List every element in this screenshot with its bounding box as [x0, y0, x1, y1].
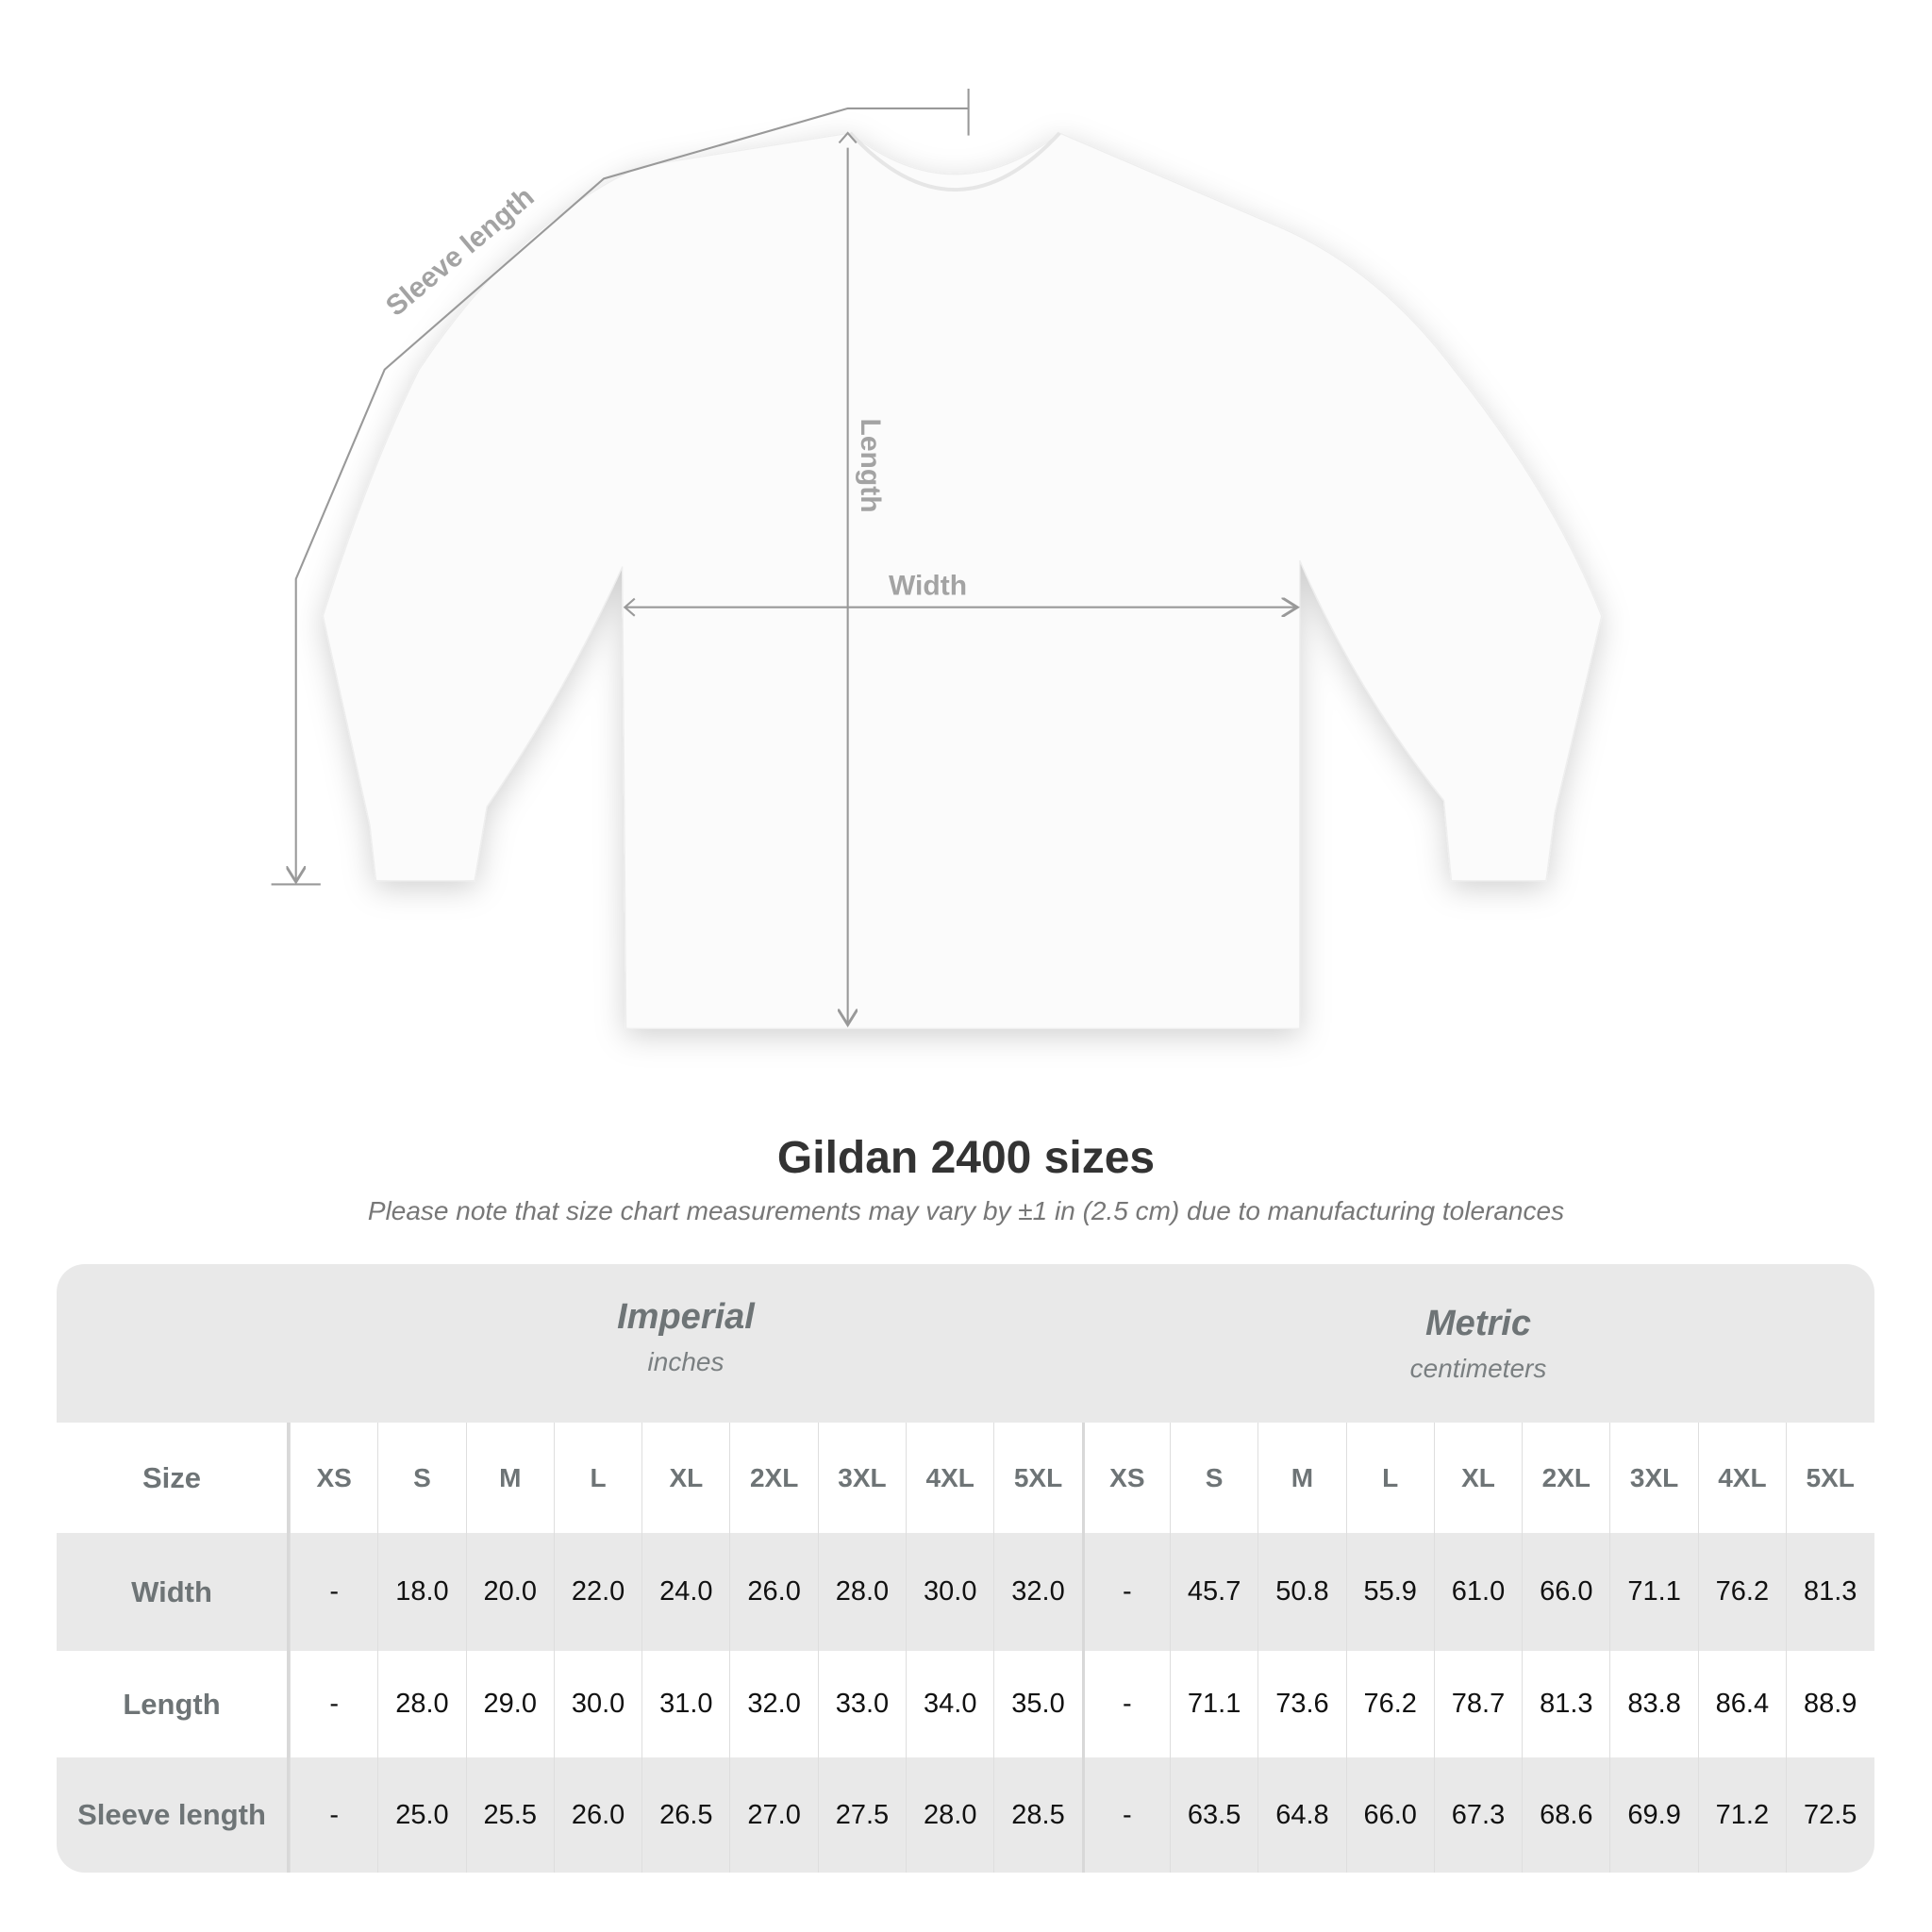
- collar: [848, 131, 1061, 192]
- metric-value-cell: -: [1081, 1757, 1170, 1873]
- metric-value-cell: 72.5: [1786, 1757, 1874, 1873]
- long-sleeve-shirt: [322, 132, 1603, 1029]
- imperial-size-header: 2XL: [729, 1423, 817, 1533]
- imperial-value-cell: 29.0: [465, 1651, 554, 1757]
- metric-unit: centimeters: [1409, 1354, 1547, 1383]
- metric-value-cell: 66.0: [1345, 1757, 1434, 1873]
- metric-title: Metric: [1425, 1304, 1531, 1343]
- metric-value-cell: 83.8: [1609, 1651, 1697, 1757]
- metric-value-cell: 63.5: [1169, 1757, 1257, 1873]
- imperial-value-cell: 26.0: [553, 1757, 641, 1873]
- metric-value-cell: -: [1081, 1651, 1170, 1757]
- metric-value-cell: 45.7: [1169, 1533, 1257, 1651]
- size-label: Size: [57, 1423, 290, 1533]
- measurement-lines: [271, 89, 1298, 1024]
- metric-size-header: 3XL: [1609, 1423, 1697, 1533]
- imperial-value-cell: 28.5: [993, 1757, 1081, 1873]
- metric-size-header: XL: [1433, 1423, 1522, 1533]
- table-row: Length -28.0 29.0 30.0 31.0 32.0 33.0 34.0 35.0-…: [57, 1651, 1874, 1757]
- metric-size-header: XS: [1081, 1423, 1170, 1533]
- imperial-value-cell: 28.0: [377, 1651, 465, 1757]
- metric-size-header: 5XL: [1786, 1423, 1874, 1533]
- imperial-size-header: 3XL: [817, 1423, 906, 1533]
- imperial-value-cell: 20.0: [465, 1533, 554, 1651]
- imperial-value-cell: 28.0: [906, 1757, 993, 1873]
- imperial-value-cell: 26.0: [729, 1533, 817, 1651]
- shirt-diagram: Sleeve length Length Width: [271, 89, 1603, 1029]
- imperial-value-cell: 35.0: [993, 1651, 1081, 1757]
- page-title: Gildan 2400 sizes: [776, 1133, 1156, 1183]
- tolerance-note: Please note that size chart measurements…: [367, 1196, 1565, 1225]
- row-label: Width: [57, 1533, 290, 1651]
- imperial-value-cell: 30.0: [906, 1533, 993, 1651]
- metric-value-cell: 67.3: [1433, 1757, 1522, 1873]
- imperial-value-cell: 32.0: [729, 1651, 817, 1757]
- metric-value-cell: 71.2: [1697, 1757, 1786, 1873]
- metric-size-header: M: [1257, 1423, 1345, 1533]
- imperial-value-cell: -: [290, 1757, 377, 1873]
- imperial-value-cell: 22.0: [553, 1533, 641, 1651]
- metric-value-cell: 76.2: [1345, 1651, 1434, 1757]
- imperial-value-cell: 25.0: [377, 1757, 465, 1873]
- metric-value-cell: 78.7: [1433, 1651, 1522, 1757]
- metric-size-header: S: [1169, 1423, 1257, 1533]
- table-row: Width -18.0 20.0 22.0 24.0 26.0 28.0 30.0 32.0-4…: [57, 1533, 1874, 1651]
- metric-value-cell: 66.0: [1522, 1533, 1609, 1651]
- imperial-value-cell: 30.0: [553, 1651, 641, 1757]
- metric-value-cell: 81.3: [1786, 1533, 1874, 1651]
- imperial-size-header: 4XL: [906, 1423, 993, 1533]
- imperial-value-cell: 27.0: [729, 1757, 817, 1873]
- imperial-value-cell: -: [290, 1533, 377, 1651]
- imperial-value-cell: -: [290, 1651, 377, 1757]
- imperial-value-cell: 25.5: [465, 1757, 554, 1873]
- metric-value-cell: 88.9: [1786, 1651, 1874, 1757]
- metric-value-cell: 71.1: [1609, 1533, 1697, 1651]
- metric-value-cell: 86.4: [1697, 1651, 1786, 1757]
- imperial-value-cell: 26.5: [641, 1757, 729, 1873]
- imperial-value-cell: 24.0: [641, 1533, 729, 1651]
- imperial-value-cell: 34.0: [906, 1651, 993, 1757]
- metric-value-cell: 76.2: [1697, 1533, 1786, 1651]
- imperial-size-header: 5XL: [993, 1423, 1081, 1533]
- metric-value-cell: 71.1: [1169, 1651, 1257, 1757]
- length-label: Length: [855, 419, 886, 513]
- imperial-size-header: M: [465, 1423, 554, 1533]
- metric-value-cell: 55.9: [1345, 1533, 1434, 1651]
- metric-value-cell: 73.6: [1257, 1651, 1345, 1757]
- metric-value-cell: -: [1081, 1533, 1170, 1651]
- imperial-size-header: S: [377, 1423, 465, 1533]
- unit-header-band: [57, 1264, 1874, 1423]
- metric-size-header: 2XL: [1522, 1423, 1609, 1533]
- metric-value-cell: 64.8: [1257, 1757, 1345, 1873]
- imperial-value-cell: 31.0: [641, 1651, 729, 1757]
- imperial-size-header: XL: [641, 1423, 729, 1533]
- size-header-row: Size XS S M L XL 2XL 3XL 4XL 5XL XS S M L XL 2XL 3XL 4XL 5…: [57, 1423, 1874, 1533]
- imperial-value-cell: 18.0: [377, 1533, 465, 1651]
- size-table: Imperial inches Metric centimeters Size X…: [57, 1264, 1874, 1873]
- metric-value-cell: 50.8: [1257, 1533, 1345, 1651]
- metric-group-header: Metric centimeters: [1082, 1304, 1874, 1384]
- imperial-group-header: Imperial inches: [290, 1297, 1082, 1377]
- metric-value-cell: 81.3: [1522, 1651, 1609, 1757]
- imperial-size-header: L: [553, 1423, 641, 1533]
- imperial-value-cell: 32.0: [993, 1533, 1081, 1651]
- row-label: Sleeve length: [57, 1757, 290, 1873]
- imperial-size-header: XS: [290, 1423, 377, 1533]
- width-label: Width: [889, 571, 967, 602]
- metric-size-header: L: [1345, 1423, 1434, 1533]
- metric-value-cell: 68.6: [1522, 1757, 1609, 1873]
- metric-size-header: 4XL: [1697, 1423, 1786, 1533]
- metric-value-cell: 69.9: [1609, 1757, 1697, 1873]
- imperial-value-cell: 27.5: [817, 1757, 906, 1873]
- imperial-value-cell: 28.0: [817, 1533, 906, 1651]
- metric-value-cell: 61.0: [1433, 1533, 1522, 1651]
- imperial-title: Imperial: [617, 1297, 755, 1337]
- table-row: Sleeve length -25.0 25.5 26.0 26.5 27.0 27.5 28…: [57, 1757, 1874, 1873]
- imperial-value-cell: 33.0: [817, 1651, 906, 1757]
- row-label: Length: [57, 1651, 290, 1757]
- imperial-unit: inches: [647, 1347, 724, 1376]
